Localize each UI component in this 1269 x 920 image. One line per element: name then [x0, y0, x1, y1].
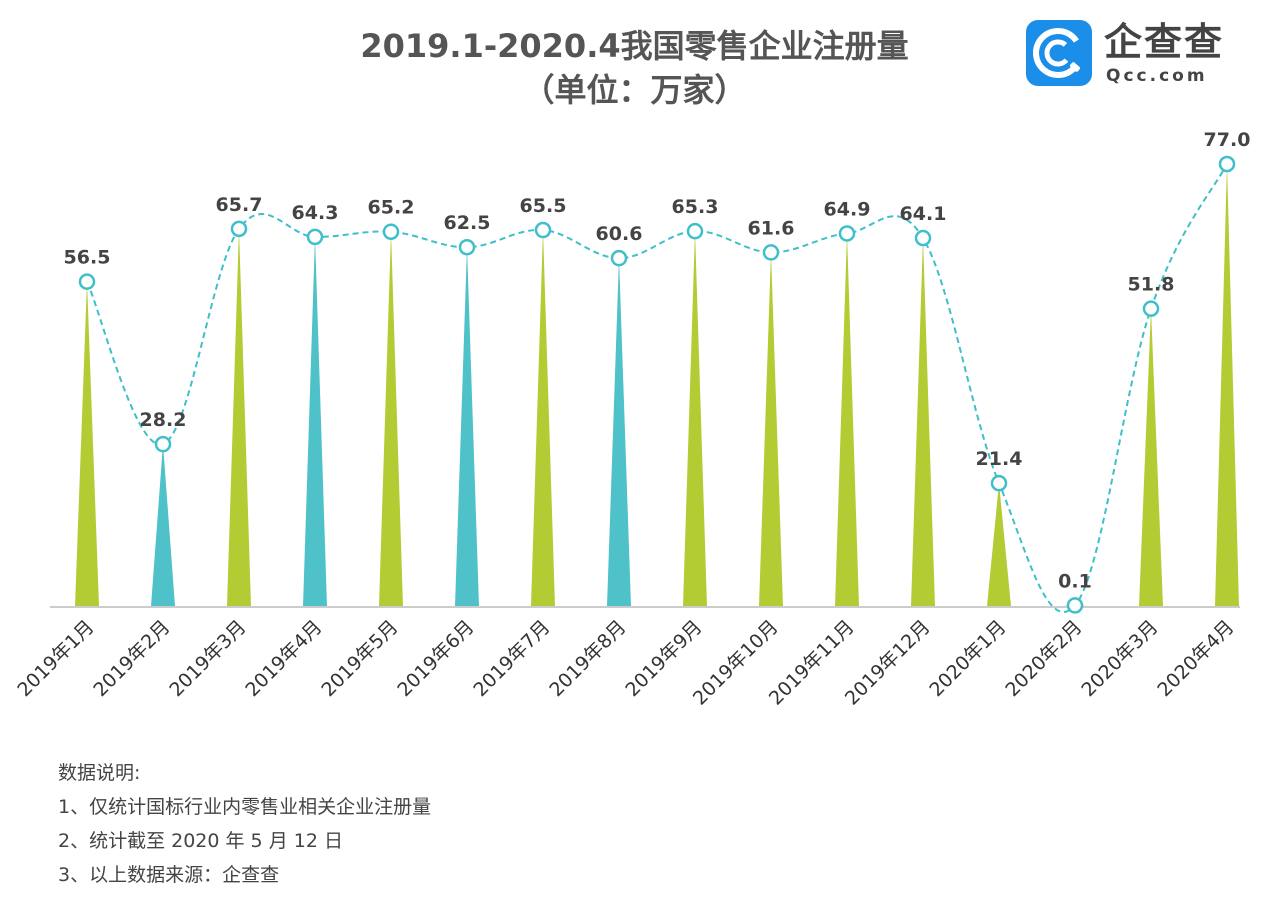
qcc-logo-icon	[1026, 20, 1092, 86]
bar-6	[455, 247, 479, 606]
qcc-logo: 企查查 Qcc.com	[1026, 20, 1226, 90]
bar-15	[1139, 308, 1163, 606]
value-label-5: 65.2	[368, 197, 415, 219]
bar-1	[75, 281, 99, 606]
value-label-7: 65.5	[520, 195, 567, 217]
x-tick-label-16: 2020年4月	[1153, 616, 1238, 701]
value-label-11: 64.9	[824, 198, 871, 220]
point-5	[382, 223, 400, 240]
value-label-9: 65.3	[672, 196, 719, 218]
logo-site: Qcc.com	[1106, 66, 1208, 86]
x-tick-label-3: 2019年3月	[165, 616, 250, 701]
value-label-4: 64.3	[292, 202, 339, 224]
value-label-8: 60.6	[596, 223, 643, 245]
bar-9	[683, 231, 707, 606]
x-tick-label-13: 2020年1月	[925, 616, 1010, 701]
point-9	[686, 222, 704, 240]
value-label-14: 0.1	[1058, 570, 1092, 592]
registration-chart: 56.5 28.2 65.7 64.3 65.2 62.5 65.5 60.6 65.3 61.6…	[13, 129, 1251, 710]
point-11	[838, 225, 856, 242]
data-notes: 数据说明: 1、仅统计国标行业内零售业相关企业注册量 2、统计截至 2020 年…	[58, 756, 431, 892]
point-15	[1142, 300, 1160, 317]
point-16	[1218, 155, 1236, 173]
point-8	[610, 249, 628, 267]
value-label-16: 77.0	[1204, 129, 1251, 151]
point-14	[1066, 597, 1084, 614]
logo-name: 企查查	[1104, 20, 1225, 64]
value-label-6: 62.5	[444, 212, 491, 234]
x-tick-label-14: 2020年2月	[1001, 616, 1086, 701]
bar-5	[379, 231, 403, 607]
point-6	[458, 238, 476, 256]
x-tick-label-4: 2019年4月	[241, 616, 326, 701]
x-tick-label-7: 2019年7月	[469, 616, 554, 701]
bar-3	[227, 228, 251, 606]
chart-unit: （单位：万家）	[522, 71, 747, 109]
bar-7	[531, 230, 555, 606]
x-tick-label-15: 2020年3月	[1077, 616, 1162, 701]
bar-8	[607, 258, 631, 606]
point-13	[990, 474, 1008, 492]
bar-2	[151, 444, 175, 606]
value-label-1: 56.5	[64, 247, 111, 269]
bar-10	[759, 252, 783, 606]
value-label-15: 51.8	[1128, 274, 1175, 296]
series-line	[86, 163, 1228, 613]
bar-4	[303, 236, 327, 606]
point-10	[762, 244, 780, 261]
x-tick-label-8: 2019年8月	[545, 616, 630, 701]
point-12	[914, 229, 932, 247]
chart-title: 2019.1-2020.4我国零售企业注册量	[360, 27, 909, 65]
x-tick-label-1: 2019年1月	[13, 616, 98, 701]
bar-12	[911, 238, 935, 606]
bar-16	[1215, 164, 1239, 606]
value-label-2: 28.2	[140, 409, 187, 431]
point-4	[306, 228, 324, 246]
bar-11	[835, 233, 859, 606]
point-2	[154, 435, 172, 453]
x-tick-label-5: 2019年5月	[317, 616, 402, 701]
value-label-3: 65.7	[216, 194, 263, 216]
notes-heading: 数据说明:	[58, 762, 141, 784]
x-tick-label-6: 2019年6月	[393, 616, 478, 701]
value-label-12: 64.1	[900, 203, 947, 225]
notes-line-2: 2、统计截至 2020 年 5 月 12 日	[58, 830, 343, 852]
value-label-10: 61.6	[748, 217, 795, 239]
point-3	[230, 220, 248, 238]
x-tick-label-2: 2019年2月	[89, 616, 174, 701]
point-1	[78, 273, 96, 290]
point-7	[534, 221, 552, 239]
bar-13	[987, 483, 1011, 606]
value-label-13: 21.4	[976, 448, 1023, 470]
notes-line-1: 1、仅统计国标行业内零售业相关企业注册量	[58, 796, 432, 818]
notes-line-3: 3、以上数据来源：企查查	[58, 864, 280, 886]
